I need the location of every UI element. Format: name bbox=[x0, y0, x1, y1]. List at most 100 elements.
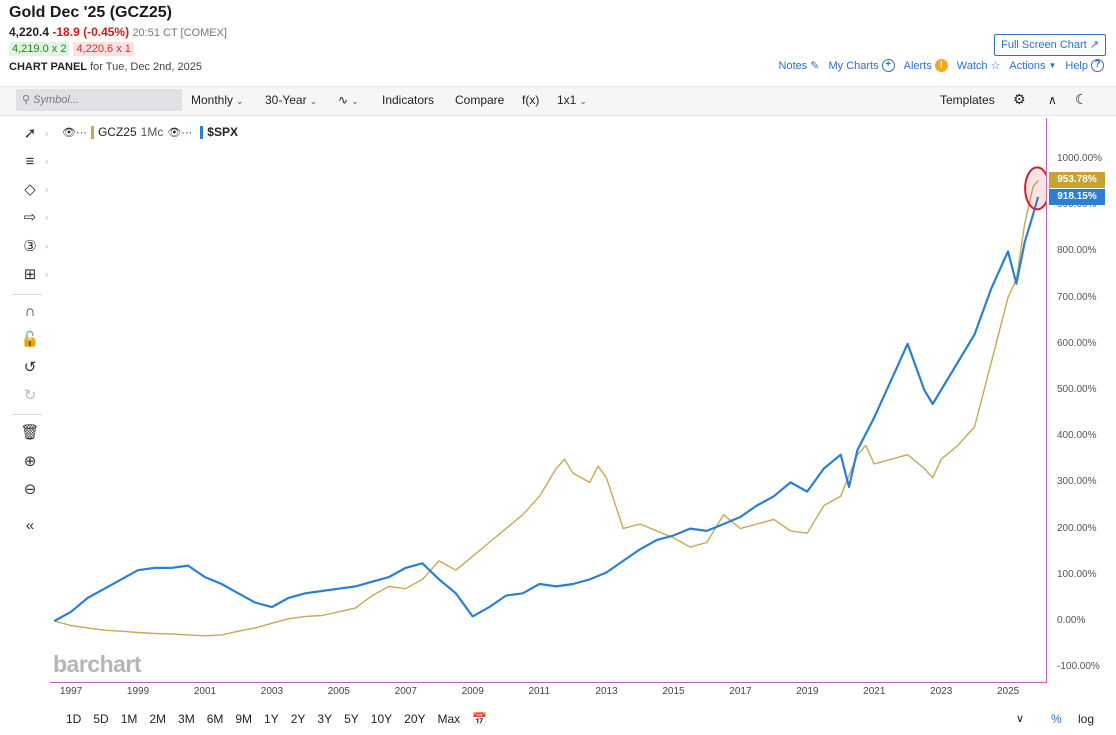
magnet-icon[interactable]: ∩ bbox=[24, 303, 36, 320]
my-charts-label: My Charts bbox=[828, 59, 879, 72]
search-placeholder: Symbol... bbox=[33, 94, 79, 106]
zoom-out-icon[interactable]: ⊖ bbox=[23, 481, 37, 498]
range-dropdown[interactable]: 30-Year ⌄ bbox=[265, 93, 317, 107]
range-5d-button[interactable]: 5D bbox=[93, 712, 109, 726]
x-axis-label: 2001 bbox=[193, 686, 217, 697]
page-title: Gold Dec '25 (GCZ25) bbox=[9, 4, 172, 21]
log-scale-toggle[interactable]: log bbox=[1078, 712, 1095, 726]
x-axis-label: 1997 bbox=[60, 686, 83, 697]
line-chart-icon: ∿ bbox=[338, 93, 349, 107]
zoom-in-icon[interactable]: ⊕ bbox=[23, 453, 37, 470]
shape-tool-icon[interactable]: ◇ › bbox=[24, 181, 48, 198]
alert-icon: ! bbox=[934, 59, 948, 72]
symbol-search-input[interactable]: ⚲ Symbol... bbox=[16, 89, 182, 111]
top-links: Notes ✎ My Charts + Alerts! Watch ☆ Actions… bbox=[779, 59, 1104, 72]
interval-dropdown[interactable]: Monthly ⌄ bbox=[191, 93, 244, 107]
settings-gear-icon[interactable]: ⚙ bbox=[1013, 91, 1026, 107]
chevron-down-icon: ⌄ bbox=[579, 96, 587, 106]
range-3y-button[interactable]: 3Y bbox=[317, 712, 333, 726]
range-1d-button[interactable]: 1D bbox=[66, 712, 82, 726]
quote-time: 20:51 CT [COMEX] bbox=[132, 27, 227, 39]
templates-button[interactable]: Templates bbox=[940, 93, 995, 107]
tools-divider bbox=[12, 414, 42, 415]
dark-mode-moon-icon[interactable]: ☾ bbox=[1075, 91, 1088, 107]
pencil-icon: ✎ bbox=[810, 60, 820, 72]
alerts-link[interactable]: Alerts! bbox=[904, 59, 948, 72]
my-charts-link[interactable]: My Charts + bbox=[828, 59, 895, 72]
x-axis-label: 2005 bbox=[327, 686, 350, 697]
x-axis-label: 2023 bbox=[930, 686, 953, 697]
gold-series-line bbox=[54, 179, 1039, 637]
help-link[interactable]: Help? bbox=[1065, 59, 1104, 72]
quote-line: 4,220.4 -18.9 (-0.45%) 20:51 CT [COMEX] bbox=[9, 25, 227, 39]
watch-link[interactable]: Watch ☆ bbox=[956, 59, 1001, 73]
range-1y-button[interactable]: 1Y bbox=[264, 712, 279, 726]
y-axis-label: 0.00% bbox=[1057, 615, 1086, 626]
range-20y-button[interactable]: 20Y bbox=[404, 712, 426, 726]
range-2y-button[interactable]: 2Y bbox=[290, 712, 306, 726]
range-6m-button[interactable]: 6M bbox=[206, 712, 224, 726]
x-axis-label: 2025 bbox=[997, 686, 1020, 697]
notes-link[interactable]: Notes ✎ bbox=[779, 59, 820, 73]
layout-label: 1x1 bbox=[557, 93, 577, 107]
range-9m-button[interactable]: 9M bbox=[235, 712, 253, 726]
x-axis-label: 2017 bbox=[729, 686, 752, 697]
trash-icon[interactable]: 🗑 bbox=[20, 424, 40, 441]
function-button[interactable]: f(x) bbox=[522, 93, 540, 107]
y-axis-label: 800.00% bbox=[1057, 245, 1097, 257]
calendar-icon[interactable]: 📅 bbox=[472, 712, 488, 726]
range-buttons: 1D 5D 1M 2M 3M 6M 9M 1Y 2Y 3Y 5Y 10Y 20Y… bbox=[66, 712, 499, 726]
x-axis-label: 2009 bbox=[461, 686, 484, 697]
indicators-button[interactable]: Indicators bbox=[382, 93, 435, 107]
plus-circle-icon: + bbox=[881, 59, 895, 72]
percent-scale-toggle[interactable]: % bbox=[1051, 712, 1062, 726]
help-label: Help bbox=[1065, 59, 1088, 72]
x-axis-label: 2013 bbox=[595, 686, 618, 697]
range-2m-button[interactable]: 2M bbox=[149, 712, 167, 726]
chart-type-dropdown[interactable]: ∿ ⌄ bbox=[338, 93, 359, 107]
x-axis-label: 1999 bbox=[126, 686, 150, 697]
spx-price-tag: 918.15% bbox=[1049, 189, 1105, 205]
watch-label: Watch bbox=[956, 59, 988, 72]
redo-icon[interactable]: ↻ bbox=[23, 387, 37, 404]
undo-icon[interactable]: ↺ bbox=[23, 359, 37, 376]
range-max-button[interactable]: Max bbox=[437, 712, 461, 726]
barchart-watermark: barchart bbox=[53, 651, 142, 677]
pattern-tool-icon[interactable]: ⊞ › bbox=[23, 266, 48, 283]
collapse-toolbar-icon[interactable]: « bbox=[25, 517, 35, 534]
actions-menu[interactable]: Actions ▼ bbox=[1009, 60, 1056, 72]
full-screen-chart-button[interactable]: Full Screen Chart ↗ bbox=[994, 34, 1106, 56]
y-axis-label: 600.00% bbox=[1057, 337, 1097, 349]
chart-toolbar bbox=[0, 86, 1116, 116]
range-3m-button[interactable]: 3M bbox=[178, 712, 195, 726]
tools-divider bbox=[12, 294, 42, 295]
compare-button[interactable]: Compare bbox=[455, 93, 505, 107]
price-chart[interactable] bbox=[50, 118, 1047, 683]
ask-badge: 4,220.6 x 1 bbox=[73, 42, 134, 56]
legend-series-1: GCZ25 bbox=[97, 125, 137, 139]
legend-series-2: $SPX bbox=[207, 125, 238, 139]
arrow-tool-icon[interactable]: ⇨ › bbox=[23, 209, 48, 226]
fibonacci-tool-icon[interactable]: ≡ › bbox=[25, 153, 48, 170]
bid-badge: 4,219.0 x 2 bbox=[9, 42, 70, 56]
eye-icon[interactable]: 👁··· bbox=[62, 126, 87, 139]
number-marker-icon[interactable]: ③ › bbox=[23, 238, 48, 255]
x-axis-border bbox=[50, 682, 1047, 683]
line-tool-icon[interactable]: ➚ › bbox=[23, 125, 48, 142]
range-5y-button[interactable]: 5Y bbox=[344, 712, 359, 726]
y-axis-border bbox=[1046, 118, 1047, 683]
price-change: -18.9 (-0.45%) bbox=[52, 25, 130, 39]
chevron-down-icon: ⌄ bbox=[236, 96, 244, 106]
actions-label: Actions bbox=[1009, 59, 1046, 72]
unlock-icon[interactable]: 🔓 bbox=[20, 331, 40, 348]
gold-series-swatch bbox=[90, 125, 94, 139]
range-10y-button[interactable]: 10Y bbox=[370, 712, 393, 726]
collapse-icon[interactable]: ∧ bbox=[1048, 93, 1057, 107]
double-chevron-down-icon[interactable]: ∨ bbox=[1016, 713, 1025, 725]
layout-dropdown[interactable]: 1x1 ⌄ bbox=[557, 93, 587, 107]
expand-icon: ↗ bbox=[1089, 39, 1099, 51]
chart-legend: 👁··· GCZ25 1Mc 👁··· $SPX bbox=[62, 125, 238, 139]
eye-icon[interactable]: 👁··· bbox=[167, 126, 193, 139]
range-1m-button[interactable]: 1M bbox=[120, 712, 138, 726]
x-axis-label: 2021 bbox=[863, 686, 886, 697]
